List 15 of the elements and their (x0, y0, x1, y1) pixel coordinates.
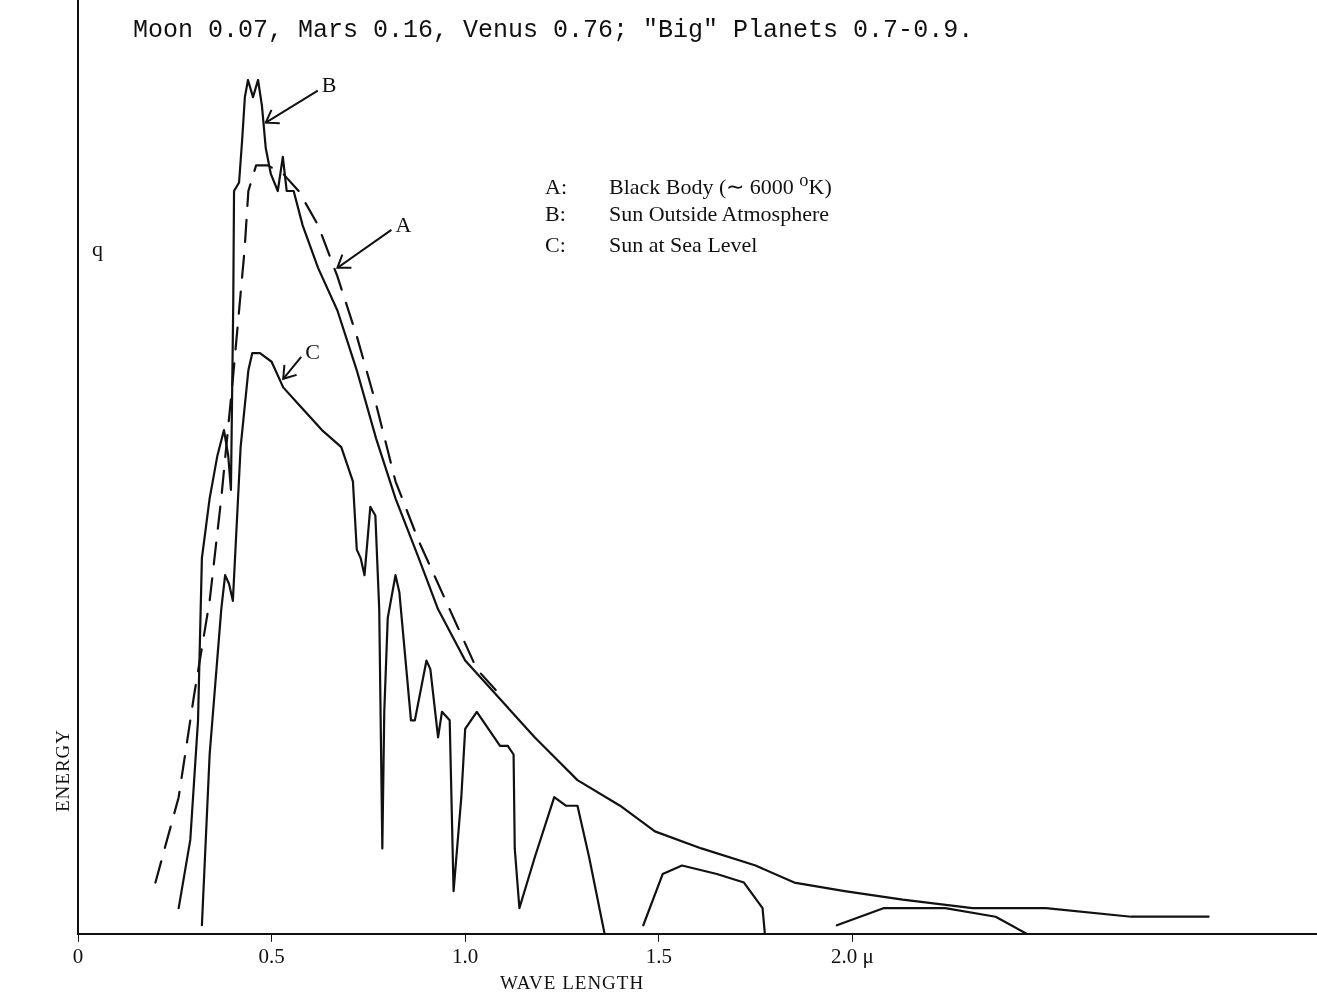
chart-title: Moon 0.07, Mars 0.16, Venus 0.76; "Big" Planets 0.7-0.9. (133, 16, 974, 45)
text: A: Black Body (∼ 6000 $^{o}$K) (545, 170, 832, 200)
x-tick-label: 1.0 (452, 943, 479, 968)
annotation: C (305, 338, 320, 364)
x-tick-label: 0.5 (258, 943, 285, 968)
x-tick-label: 0 (72, 943, 84, 968)
annotation: q (92, 236, 103, 262)
text: B: Sun Outside Atmosphere (545, 201, 829, 226)
x-axis-title: WAVE LENGTH (500, 972, 645, 994)
text: C: Sun at Sea Level (545, 232, 758, 257)
x-tick-label: 1.5 (645, 943, 672, 968)
annotation: B (321, 72, 337, 98)
x-tick-label: 2.0 μ (830, 943, 874, 968)
annotation: A (395, 211, 412, 237)
y-axis-title: ENERGY (52, 728, 74, 812)
